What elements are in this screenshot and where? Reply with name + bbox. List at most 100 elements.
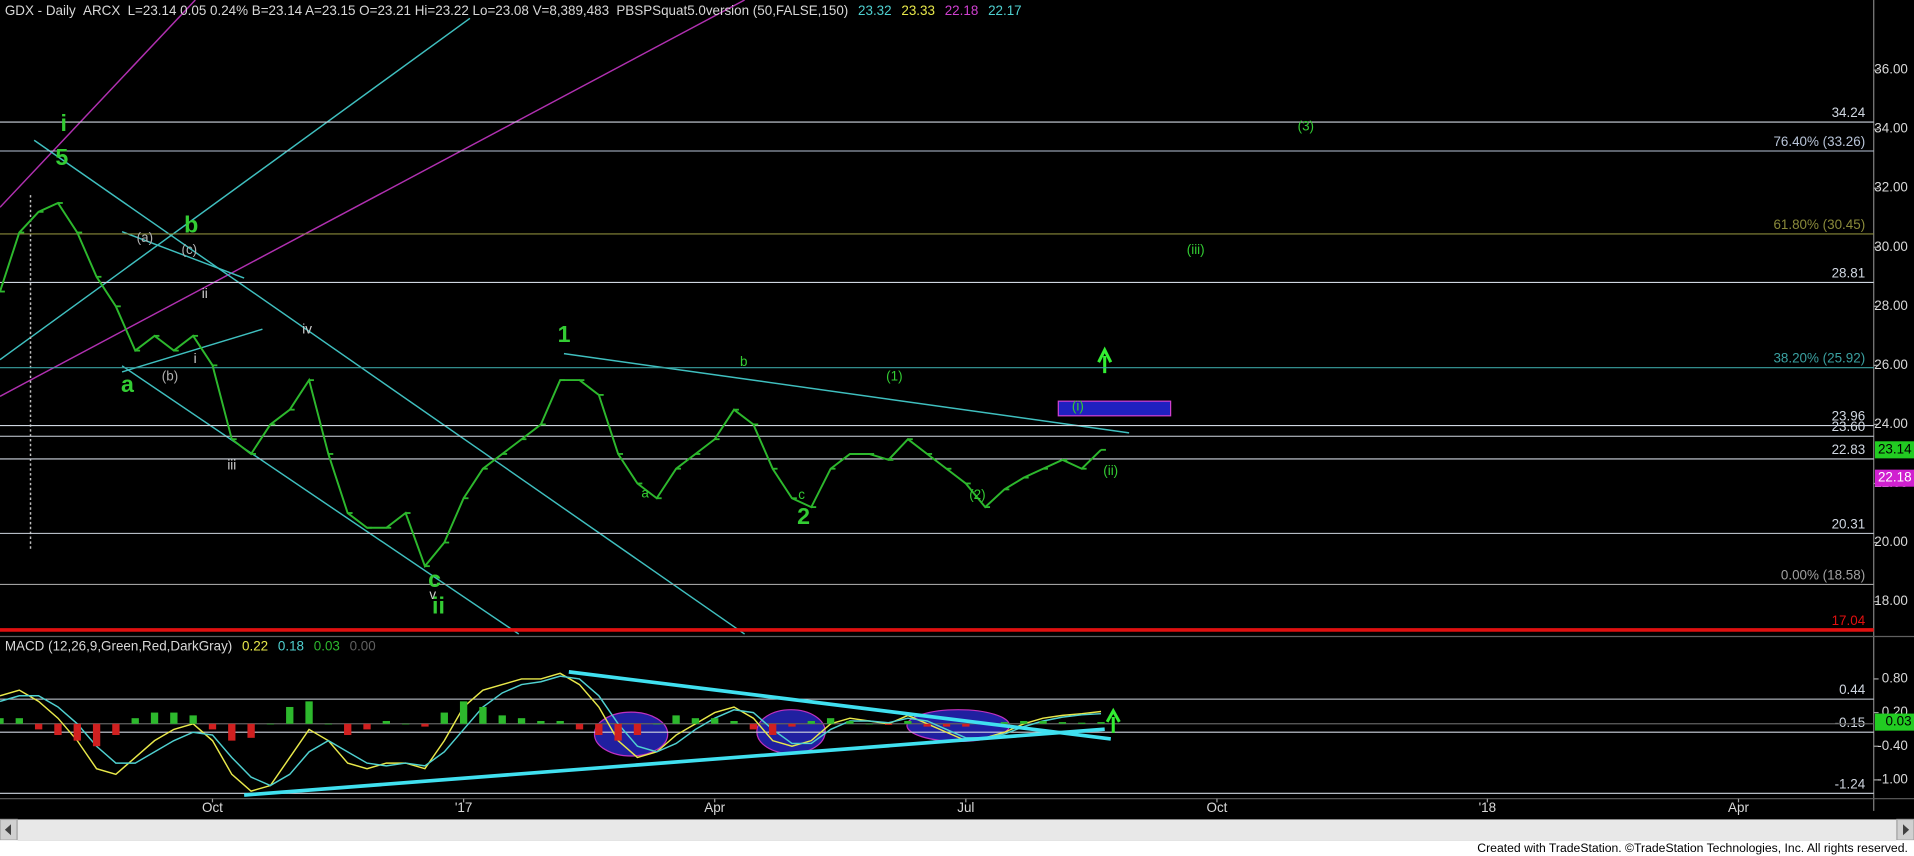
- highlight-ellipse: [756, 709, 826, 755]
- x-tick-label: '18: [1479, 800, 1496, 815]
- wave-label: c: [798, 487, 805, 502]
- histogram-bar: [286, 706, 294, 724]
- level-label: 28.81: [1832, 265, 1866, 280]
- histogram-bar: [208, 723, 217, 730]
- wave-label: v: [429, 587, 436, 602]
- wave-label: (b): [162, 369, 178, 384]
- histogram-bar: [131, 718, 139, 724]
- histogram-bar: [865, 723, 873, 725]
- wave-label: ii: [202, 286, 208, 301]
- wave-label: a: [121, 371, 135, 397]
- histogram-bar: [614, 723, 622, 741]
- histogram-bar: [150, 712, 159, 724]
- histogram-bar: [92, 723, 101, 747]
- histogram-bar: [653, 723, 661, 725]
- histogram-bar: [247, 723, 255, 738]
- level-label: 38.20% (25.92): [1773, 351, 1865, 366]
- histogram-bar: [884, 723, 893, 725]
- trendline: [0, 0, 745, 397]
- series-line: [0, 675, 1102, 787]
- histogram-bar: [556, 720, 564, 724]
- wave-label: (1): [886, 369, 902, 384]
- histogram-bar: [344, 723, 352, 736]
- trendline: [121, 328, 263, 373]
- scrollbar[interactable]: [0, 819, 1914, 841]
- wave-label: i: [194, 351, 197, 366]
- price-tag-label: 0.03: [1885, 714, 1911, 729]
- histogram-bar: [363, 723, 371, 730]
- footer-bar: [0, 840, 1914, 856]
- wave-label: 1: [558, 321, 571, 347]
- wave-label: b: [184, 212, 198, 238]
- x-tick-label: Oct: [202, 800, 223, 815]
- wave-label: (ii): [1103, 463, 1118, 478]
- histogram-bar: [826, 718, 835, 724]
- histogram-bar: [170, 712, 178, 724]
- y-tick-label: 20.00: [1874, 534, 1908, 549]
- trendline: [568, 670, 1112, 741]
- header: GDX - Daily ARCX L=23.14 0.05 0.24% B=23.1…: [5, 3, 1022, 18]
- indicator-value: 22.18: [945, 3, 979, 18]
- trendline: [121, 365, 520, 635]
- wave-label: c: [428, 566, 441, 592]
- histogram-bar: [595, 723, 603, 736]
- histogram-bar: [923, 723, 931, 727]
- histogram-bar: [962, 723, 970, 727]
- wave-label: a: [641, 485, 649, 500]
- y-tick-label: 34.00: [1874, 121, 1908, 136]
- wave-label: (2): [969, 487, 985, 502]
- indicator-value: 23.32: [858, 3, 892, 18]
- level-label: 23.60: [1832, 419, 1866, 434]
- histogram-bar: [498, 715, 506, 724]
- price-tag-label: 23.14: [1878, 441, 1912, 456]
- x-tick-label: Oct: [1207, 800, 1228, 815]
- level-label: 20.31: [1832, 516, 1866, 531]
- wave-label: (iii): [1187, 242, 1205, 257]
- macd-pane: -1.00-0.400.200.800.44-0.15-1.240.03: [0, 670, 1914, 794]
- target-box: [1057, 400, 1172, 417]
- histogram-bar: [228, 723, 236, 741]
- histogram-bar: [711, 718, 719, 724]
- exchange: ARCX: [83, 3, 120, 18]
- histogram-bar: [112, 723, 120, 736]
- legend-value: 0.22: [242, 638, 268, 653]
- histogram-bar: [479, 706, 487, 724]
- histogram-bar: [1039, 720, 1047, 724]
- up-arrow: [1105, 707, 1121, 733]
- price-pane: 18.0020.0022.0024.0026.0028.0030.0032.00…: [0, 62, 1914, 815]
- wave-label: (3): [1298, 119, 1314, 134]
- histogram-bar: [633, 723, 642, 736]
- level-label: 17.04: [1832, 613, 1866, 628]
- wave-label: (a): [137, 230, 153, 245]
- trendline: [0, 17, 471, 361]
- histogram-bar: [672, 715, 680, 724]
- y-tick-label: -1.00: [1877, 771, 1908, 786]
- histogram-bar: [401, 723, 410, 725]
- wave-label: b: [740, 354, 747, 369]
- y-tick-label: 18.00: [1874, 593, 1908, 608]
- wave-label: iii: [227, 457, 236, 472]
- histogram-bar: [942, 723, 951, 727]
- histogram-bar: [1000, 722, 1009, 724]
- y-tick-label: 28.00: [1874, 298, 1908, 313]
- macd-trendlines: [243, 670, 1121, 797]
- x-tick-label: Jul: [957, 800, 974, 815]
- histogram-bar: [34, 723, 43, 730]
- y-tick-label: -0.40: [1877, 738, 1908, 753]
- histogram-bar: [807, 720, 815, 724]
- histogram-bar: [1078, 722, 1086, 724]
- price-tag: [1874, 441, 1914, 459]
- legend-value: 0.18: [278, 638, 304, 653]
- series-line: [0, 201, 1102, 569]
- histogram-bar: [324, 723, 333, 725]
- histogram-bar: [459, 701, 468, 724]
- histogram-bar: [904, 720, 912, 724]
- x-tick-label: '17: [455, 800, 472, 815]
- histogram-bar: [517, 718, 526, 724]
- histogram-bar: [266, 723, 275, 725]
- histogram-bar: [0, 718, 4, 724]
- histogram-bar: [382, 720, 390, 724]
- x-tick-label: Apr: [1728, 800, 1749, 815]
- level-label: 34.24: [1832, 105, 1866, 120]
